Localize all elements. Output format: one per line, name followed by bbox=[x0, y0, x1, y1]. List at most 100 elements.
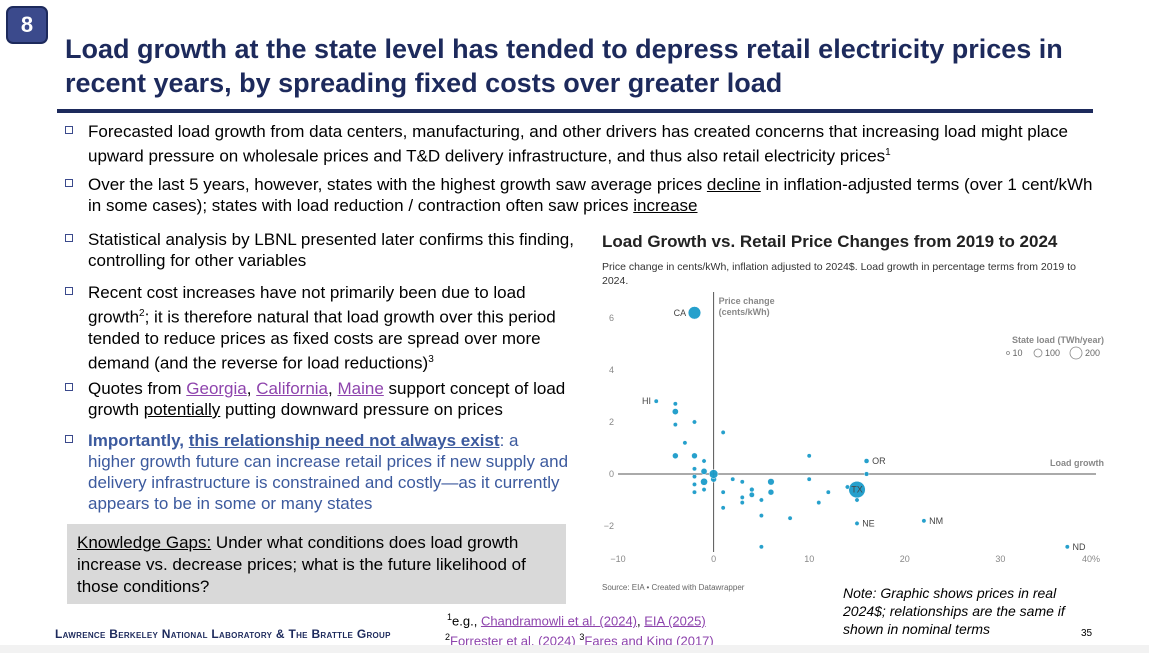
slide-title: Load growth at the state level has tende… bbox=[65, 34, 1063, 98]
bullet-square-icon bbox=[65, 179, 73, 187]
bullet-importantly: Importantly, this relationship need not … bbox=[65, 430, 570, 514]
bullet-load-growth-concerns: Forecasted load growth from data centers… bbox=[65, 121, 1095, 167]
bullet-text: Forecasted load growth from data centers… bbox=[88, 122, 1068, 166]
scatter-point bbox=[758, 513, 764, 519]
scatter-point bbox=[758, 544, 764, 550]
bullet-statistical-analysis: Statistical analysis by LBNL presented l… bbox=[65, 229, 575, 271]
scatter-point bbox=[701, 458, 707, 464]
point-label: HI bbox=[642, 396, 651, 406]
scatter-point bbox=[692, 481, 697, 487]
scatter-point bbox=[854, 520, 860, 526]
bullet-cost-increases: Recent cost increases have not primarily… bbox=[65, 282, 575, 373]
chart-source: Source: EIA • Created with Datawrapper bbox=[602, 583, 745, 592]
link-forrester[interactable]: Forrester et al. (2024) bbox=[450, 633, 576, 649]
scatter-point bbox=[816, 500, 822, 506]
x-tick-label: 30 bbox=[995, 554, 1005, 564]
scatter-point bbox=[806, 476, 812, 482]
legend-label: 100 bbox=[1045, 348, 1060, 358]
point-label: OR bbox=[872, 456, 886, 466]
scatter-point bbox=[787, 515, 793, 521]
point-label: ND bbox=[1073, 542, 1086, 552]
x-tick-label: 0 bbox=[711, 554, 716, 564]
scatter-point bbox=[1064, 544, 1070, 550]
bullet-square-icon bbox=[65, 383, 73, 391]
footnote-1: 1e.g., Chandramowli et al. (2024), EIA (… bbox=[447, 612, 706, 629]
scatter-point bbox=[653, 398, 659, 404]
link-fares-king[interactable]: Fares and King (2017) bbox=[584, 633, 714, 649]
title-rule bbox=[57, 109, 1093, 113]
footnote-2-3: 2Forrester et al. (2024) 3Fares and King… bbox=[445, 632, 714, 649]
scatter-point bbox=[672, 422, 678, 428]
link-georgia[interactable]: Georgia bbox=[186, 379, 247, 398]
scatter-point bbox=[863, 471, 870, 477]
scatter-point bbox=[720, 489, 726, 495]
link-maine[interactable]: Maine bbox=[337, 379, 384, 398]
scatter-point bbox=[921, 518, 927, 524]
bullet-text: Recent cost increases have not primarily… bbox=[88, 283, 556, 373]
scatter-point bbox=[720, 505, 726, 511]
scatter-point bbox=[749, 486, 755, 493]
point-label: TX bbox=[851, 485, 863, 495]
scatter-point bbox=[700, 477, 708, 486]
scatter-point bbox=[700, 468, 708, 475]
scatter-point bbox=[682, 440, 688, 446]
chart-note: Note: Graphic shows prices in real 2024$… bbox=[843, 585, 1065, 637]
knowledge-gaps-label: Knowledge Gaps: bbox=[77, 533, 212, 552]
y-tick-label: −2 bbox=[604, 521, 614, 531]
bullet-text: Over the last 5 years, however, states w… bbox=[88, 175, 1093, 215]
knowledge-gaps-text: Under what conditions does load growth i… bbox=[77, 533, 526, 596]
scatter-point bbox=[825, 489, 831, 495]
scatter-point bbox=[748, 491, 755, 498]
x-tick-label: 20 bbox=[900, 554, 910, 564]
legend-label: 10 bbox=[1013, 348, 1023, 358]
scatter-point bbox=[701, 487, 707, 493]
bullet-square-icon bbox=[65, 126, 73, 134]
bullet-square-icon bbox=[65, 435, 73, 443]
legend-circle bbox=[1069, 346, 1083, 360]
scatter-point bbox=[691, 452, 698, 460]
bottom-strip bbox=[0, 645, 1149, 653]
page-number: 35 bbox=[1081, 628, 1093, 639]
legend-title: State load (TWh/year) bbox=[1012, 335, 1104, 345]
legend-circle bbox=[1006, 351, 1010, 355]
scatter-point bbox=[692, 419, 697, 425]
scatter-chart: −2 0 2 4 6 −10 0 10 20 30 40% Price change(cents/kW… bbox=[604, 292, 1104, 564]
scatter-point bbox=[854, 497, 860, 503]
footer-organization: Lawrence Berkeley National Laboratory & … bbox=[55, 627, 391, 641]
bullet-text: Quotes from Georgia, California, Maine s… bbox=[88, 379, 566, 419]
bullet-quotes: Quotes from Georgia, California, Maine s… bbox=[65, 378, 580, 420]
link-chandramowli[interactable]: Chandramowli et al. (2024) bbox=[480, 613, 638, 629]
y-axis-label: (cents/kWh) bbox=[719, 307, 770, 317]
y-tick-label: 6 bbox=[609, 313, 614, 323]
x-tick-label: 10 bbox=[804, 554, 814, 564]
legend-circle bbox=[1033, 348, 1043, 358]
x-tick-label: −10 bbox=[610, 554, 625, 564]
chart-title: Load Growth vs. Retail Price Changes fro… bbox=[602, 232, 1058, 251]
scatter-point bbox=[708, 469, 719, 479]
bullet-square-icon bbox=[65, 287, 73, 295]
scatter-point bbox=[739, 500, 745, 506]
scatter-point bbox=[758, 497, 764, 503]
bullet-text: Importantly, this relationship need not … bbox=[88, 431, 569, 513]
point-label: NE bbox=[862, 518, 875, 528]
point-label: NM bbox=[929, 516, 943, 526]
slide-number: 8 bbox=[20, 12, 34, 37]
scatter-point bbox=[739, 479, 745, 485]
scatter-point bbox=[720, 429, 726, 435]
x-axis-label: Load growth bbox=[1050, 458, 1104, 468]
y-tick-label: 4 bbox=[609, 365, 614, 375]
y-axis-label: Price change bbox=[719, 296, 775, 306]
x-tick-label: 40% bbox=[1082, 554, 1100, 564]
scatter-point bbox=[767, 478, 775, 486]
scatter-point bbox=[730, 476, 736, 482]
chart-subtitle: Price change in cents/kWh, inflation adj… bbox=[602, 261, 1076, 287]
legend-label: 200 bbox=[1085, 348, 1100, 358]
scatter-point bbox=[806, 453, 812, 459]
scatter-point bbox=[692, 474, 697, 480]
scatter-point bbox=[692, 466, 697, 472]
link-california[interactable]: California bbox=[256, 379, 329, 398]
point-label: CA bbox=[674, 308, 687, 318]
link-eia[interactable]: EIA (2025) bbox=[644, 613, 706, 629]
y-tick-label: 0 bbox=[609, 469, 614, 479]
knowledge-gaps-box: Knowledge Gaps: Under what conditions do… bbox=[67, 524, 566, 604]
